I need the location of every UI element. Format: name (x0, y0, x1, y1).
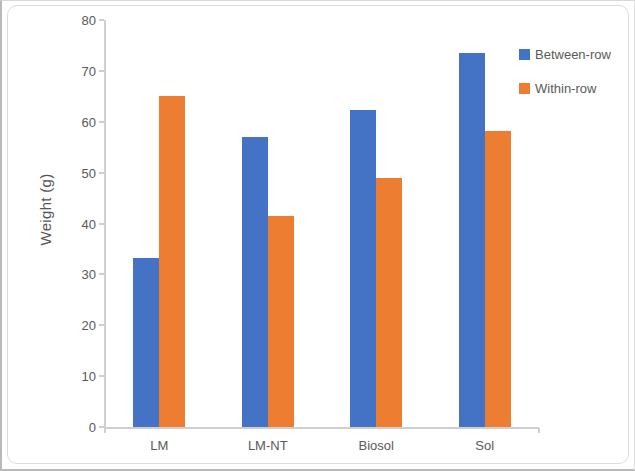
y-axis-line (104, 20, 106, 428)
legend-label: Between-row (535, 47, 611, 62)
y-axis-tick-label: 0 (56, 421, 96, 434)
legend-swatch-icon (519, 83, 530, 94)
y-axis-tick (99, 273, 104, 275)
legend-label: Within-row (535, 81, 596, 96)
y-axis-tick-label: 30 (56, 268, 96, 281)
legend-item-between-row: Between-row (519, 47, 611, 62)
bar-within-row-lm (159, 96, 185, 427)
y-axis-title: Weight (g) (37, 145, 54, 275)
legend-swatch-icon (519, 49, 530, 60)
bar-within-row-sol (485, 131, 511, 427)
chart-frame: Weight (g) 0 10 20 30 40 50 60 70 80 LM LM-NT Bios… (0, 0, 635, 471)
y-axis-tick (99, 70, 104, 72)
x-axis-end-tick (538, 428, 540, 433)
legend-item-within-row: Within-row (519, 81, 611, 96)
legend: Between-row Within-row (519, 47, 611, 115)
x-axis-label-lm-nt: LM-NT (223, 438, 313, 453)
y-axis-tick-label: 10 (56, 370, 96, 383)
y-axis-tick (99, 172, 104, 174)
y-axis-tick-label: 60 (56, 116, 96, 129)
y-axis-tick (99, 19, 104, 21)
bar-within-row-lm-nt (268, 216, 294, 427)
x-axis-line (104, 427, 539, 429)
x-axis-label-sol: Sol (440, 438, 530, 453)
y-axis-tick (99, 121, 104, 123)
x-axis-label-lm: LM (114, 438, 204, 453)
bar-between-row-biosol (350, 110, 376, 427)
y-axis-tick-label: 20 (56, 319, 96, 332)
bar-within-row-biosol (376, 178, 402, 427)
x-axis-end-tick (104, 428, 106, 433)
bar-between-row-sol (459, 53, 485, 427)
y-axis-tick (99, 223, 104, 225)
y-axis-tick (99, 324, 104, 326)
bar-between-row-lm-nt (242, 137, 268, 427)
y-axis-tick-label: 70 (56, 65, 96, 78)
bar-between-row-lm (133, 258, 159, 427)
y-axis-tick-label: 80 (56, 14, 96, 27)
y-axis-tick-label: 40 (56, 218, 96, 231)
y-axis-tick (99, 375, 104, 377)
y-axis-tick-label: 50 (56, 167, 96, 180)
x-axis-label-biosol: Biosol (331, 438, 421, 453)
